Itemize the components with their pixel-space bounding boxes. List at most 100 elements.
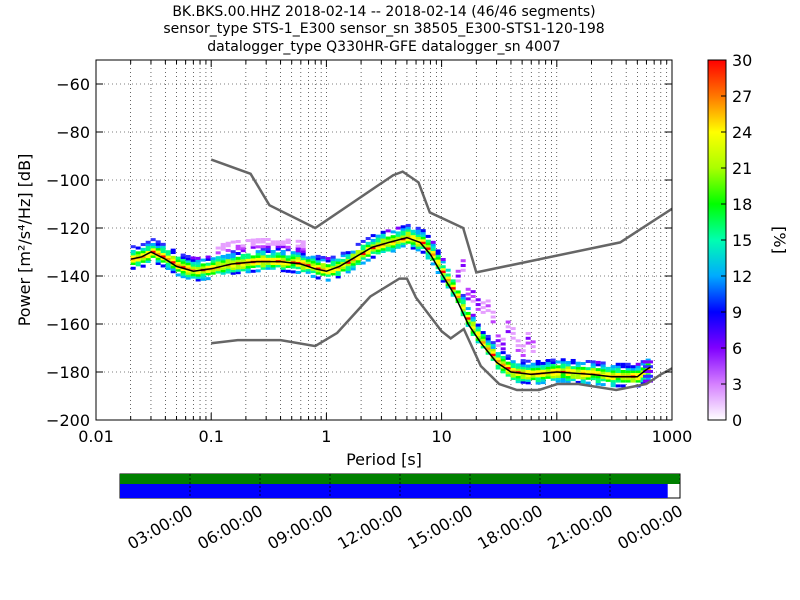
heatmap-cell <box>642 374 653 378</box>
heatmap-cell <box>380 247 386 251</box>
heatmap-cell <box>525 364 531 368</box>
heatmap-cell <box>180 270 186 274</box>
heatmap-cell <box>180 253 186 257</box>
heatmap-cell <box>505 371 511 375</box>
heatmap-cell <box>540 364 546 368</box>
heatmap-cell <box>600 375 606 379</box>
heatmap-cell <box>265 264 271 268</box>
heatmap-cell <box>590 360 596 364</box>
heatmap-cell <box>290 251 296 255</box>
heatmap-cell <box>220 262 226 266</box>
heatmap-cell <box>205 262 211 266</box>
colorbar-tick-label: 3 <box>732 375 742 394</box>
heatmap-cell <box>385 238 391 242</box>
heatmap-cell <box>555 360 561 364</box>
heatmap-cell <box>530 369 536 373</box>
heatmap-cell <box>585 367 591 371</box>
heatmap-cell <box>515 368 521 372</box>
heatmap-cell <box>630 379 636 383</box>
heatmap-cell <box>335 275 341 279</box>
heatmap-cell <box>390 242 396 246</box>
heatmap-cell <box>175 268 181 272</box>
heatmap-cell <box>440 279 446 283</box>
heatmap-cell <box>150 245 156 249</box>
heatmap-cell <box>215 260 221 264</box>
heatmap-cell <box>400 234 406 238</box>
heatmap-cell <box>255 250 261 254</box>
heatmap-cell <box>190 261 196 265</box>
heatmap-cell <box>560 363 566 367</box>
heatmap-cell <box>160 250 166 254</box>
heatmap-cell <box>270 240 276 244</box>
heatmap-cell <box>210 271 216 275</box>
heatmap-cell <box>430 250 436 254</box>
heatmap-cell <box>210 264 216 268</box>
heatmap-cell <box>590 374 596 378</box>
heatmap-cell <box>350 257 356 261</box>
heatmap-cell <box>555 367 561 371</box>
heatmap-cell <box>490 343 496 347</box>
heatmap-cell <box>205 265 211 269</box>
heatmap-cell <box>540 361 546 365</box>
heatmap-cell <box>350 262 356 266</box>
heatmap-cell <box>610 365 616 369</box>
heatmap-cell <box>550 365 556 369</box>
heatmap-cell <box>525 336 531 340</box>
heatmap-cell <box>475 330 481 334</box>
heatmap-cell <box>200 265 206 269</box>
heatmap-cell <box>575 368 581 372</box>
heatmap-cell <box>470 318 476 322</box>
heatmap-cell <box>642 365 653 369</box>
heatmap-cell <box>390 244 396 248</box>
heatmap-cell <box>580 378 586 382</box>
time-tick-label: 09:00:00 <box>264 501 336 553</box>
heatmap-cell <box>315 259 321 263</box>
heatmap-cell <box>360 256 366 260</box>
heatmap-cell <box>220 257 226 261</box>
heatmap-cell <box>515 344 521 348</box>
heatmap-cell <box>625 379 631 383</box>
heatmap-cell <box>275 252 281 256</box>
heatmap-cell <box>180 258 186 262</box>
heatmap-cell <box>215 270 221 274</box>
heatmap-cell <box>570 366 576 370</box>
heatmap-cell <box>590 369 596 373</box>
heatmap-cell <box>250 269 256 273</box>
heatmap-cell <box>395 231 401 235</box>
heatmap-cell <box>260 254 266 258</box>
heatmap-cell <box>200 273 206 277</box>
heatmap-cell <box>645 363 651 367</box>
heatmap-cell <box>195 259 201 263</box>
heatmap-cell <box>205 255 211 259</box>
heatmap-cell <box>290 260 296 264</box>
heatmap-cell <box>550 372 556 376</box>
y-tick-label: −60 <box>56 75 90 94</box>
heatmap-cell <box>190 258 196 262</box>
heatmap-cell <box>445 280 451 284</box>
heatmap-cell <box>270 254 276 258</box>
heatmap-cell <box>130 266 136 270</box>
heatmap-cell <box>135 246 141 250</box>
heatmap-cell <box>515 363 521 367</box>
heatmap-cell <box>205 277 211 281</box>
heatmap-cell <box>190 266 196 270</box>
heatmap-cell <box>525 366 531 370</box>
heatmap-cell <box>520 359 526 363</box>
heatmap-cell <box>370 241 376 245</box>
heatmap-cell <box>625 370 631 373</box>
heatmap-cell <box>455 292 461 296</box>
heatmap-cell <box>160 252 166 256</box>
heatmap-cell <box>410 234 416 238</box>
heatmap-cell <box>485 309 491 313</box>
heatmap-cell <box>545 368 551 372</box>
heatmap-cell <box>300 240 306 244</box>
heatmap-cell <box>625 377 631 381</box>
heatmap-cell <box>375 234 381 238</box>
heatmap-cell <box>460 303 466 307</box>
heatmap-cell <box>420 229 426 233</box>
heatmap-cell <box>420 231 426 235</box>
heatmap-cell <box>285 260 291 264</box>
heatmap-cell <box>455 295 461 299</box>
heatmap-cell <box>290 270 296 274</box>
heatmap-cell <box>510 362 516 366</box>
